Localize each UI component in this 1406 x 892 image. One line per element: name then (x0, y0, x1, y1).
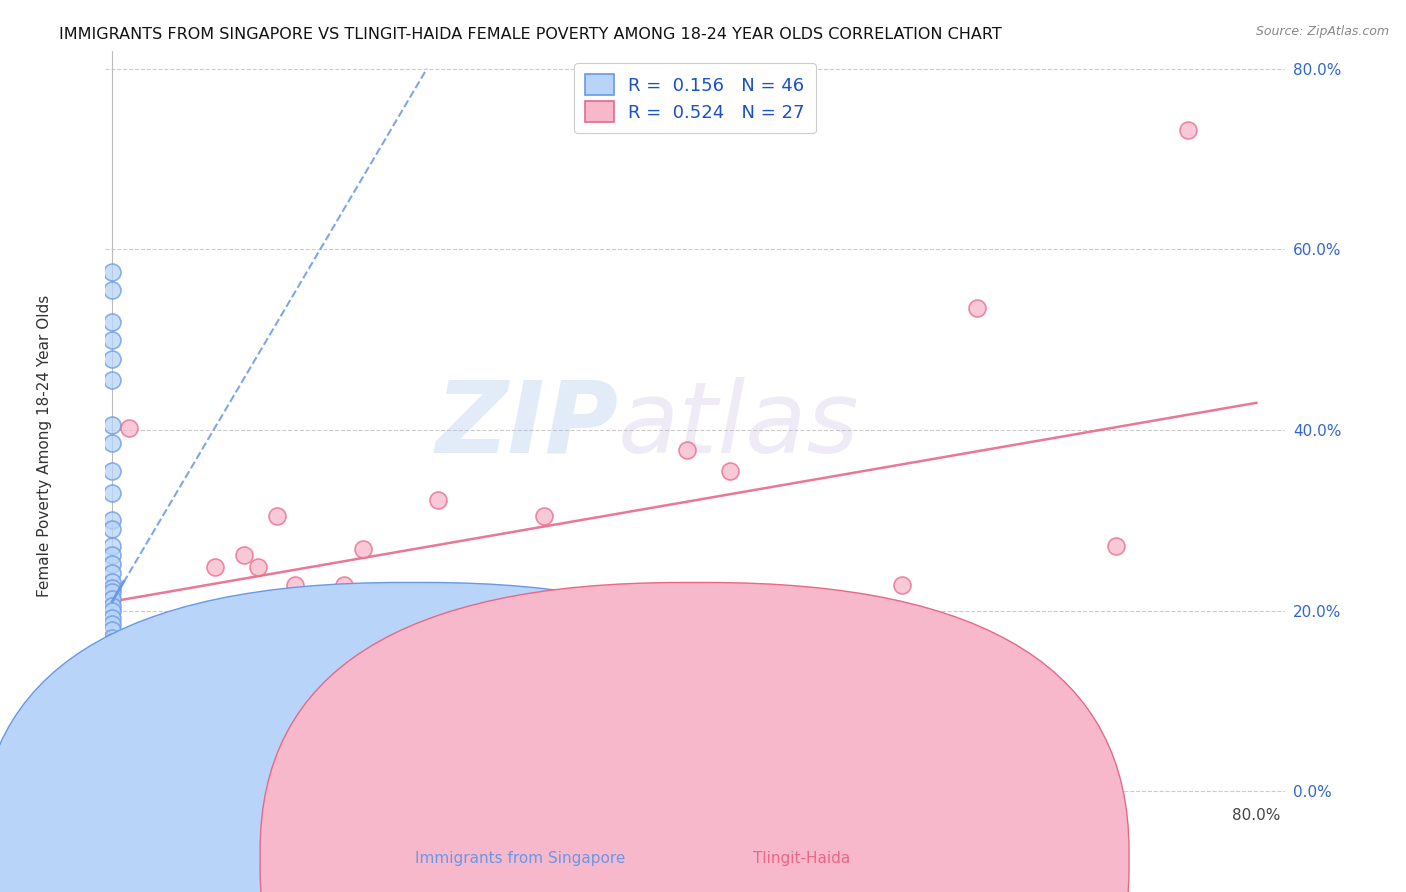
Point (204, 560, 226, 574)
Text: Source: ZipAtlas.com: Source: ZipAtlas.com (1256, 25, 1389, 38)
Point (1177, 123, 1199, 137)
Point (101, 585, 124, 599)
Point (465, 615, 488, 629)
Point (101, 721, 124, 735)
Point (101, 283, 124, 297)
Point (101, 703, 124, 717)
Point (247, 560, 270, 574)
Point (101, 486, 124, 500)
Point (101, 557, 124, 571)
Point (101, 694, 124, 708)
Point (101, 683, 124, 698)
Point (1105, 539, 1128, 553)
Point (101, 548, 124, 562)
Point (101, 599, 124, 613)
Point (284, 578, 307, 592)
Text: IMMIGRANTS FROM SINGAPORE VS TLINGIT-HAIDA FEMALE POVERTY AMONG 18-24 YEAR OLDS : IMMIGRANTS FROM SINGAPORE VS TLINGIT-HAI… (59, 27, 1002, 42)
Point (118, 421, 141, 435)
Point (818, 605, 841, 619)
Point (427, 493, 450, 508)
Point (101, 739, 124, 753)
Point (101, 522, 124, 536)
Point (605, 601, 627, 615)
Text: Female Poverty Among 18-24 Year Olds: Female Poverty Among 18-24 Year Olds (38, 295, 52, 597)
Point (752, 638, 775, 652)
Point (533, 508, 555, 523)
Text: atlas: atlas (619, 377, 860, 474)
Point (676, 442, 699, 457)
Point (101, 631, 124, 645)
Point (101, 539, 124, 553)
Point (890, 578, 912, 592)
Point (375, 620, 398, 634)
Point (101, 771, 124, 785)
Point (266, 508, 288, 523)
Point (101, 352, 124, 367)
Point (101, 611, 124, 625)
Point (101, 766, 124, 780)
Legend: R =  0.156   N = 46, R =  0.524   N = 27: R = 0.156 N = 46, R = 0.524 N = 27 (574, 63, 815, 133)
Point (101, 757, 124, 772)
Point (101, 624, 124, 638)
Text: ZIP: ZIP (436, 377, 619, 474)
Text: Tlingit-Haida: Tlingit-Haida (752, 851, 851, 865)
Point (101, 436, 124, 450)
Point (101, 777, 124, 791)
Point (101, 566, 124, 580)
Point (101, 581, 124, 595)
Point (101, 747, 124, 762)
Point (101, 665, 124, 679)
Point (101, 657, 124, 672)
Point (308, 638, 330, 652)
Point (101, 730, 124, 744)
Point (101, 574, 124, 589)
Point (101, 373, 124, 387)
Point (101, 635, 124, 649)
Point (404, 611, 426, 625)
Point (141, 644, 163, 658)
Point (101, 464, 124, 478)
Point (647, 626, 669, 640)
Point (101, 333, 124, 347)
Point (170, 710, 193, 724)
Text: Immigrants from Singapore: Immigrants from Singapore (415, 851, 626, 865)
Point (101, 418, 124, 433)
Point (101, 617, 124, 632)
Point (101, 697, 124, 711)
Point (101, 591, 124, 606)
Point (966, 301, 988, 315)
Point (101, 315, 124, 329)
Point (101, 513, 124, 527)
Point (352, 542, 374, 557)
Point (718, 464, 741, 478)
Point (101, 673, 124, 688)
Point (101, 265, 124, 279)
Point (101, 603, 124, 617)
Point (101, 650, 124, 665)
Point (101, 641, 124, 656)
Point (101, 712, 124, 726)
Point (505, 629, 527, 643)
Point (333, 578, 356, 592)
Point (101, 648, 124, 662)
Point (232, 548, 254, 562)
